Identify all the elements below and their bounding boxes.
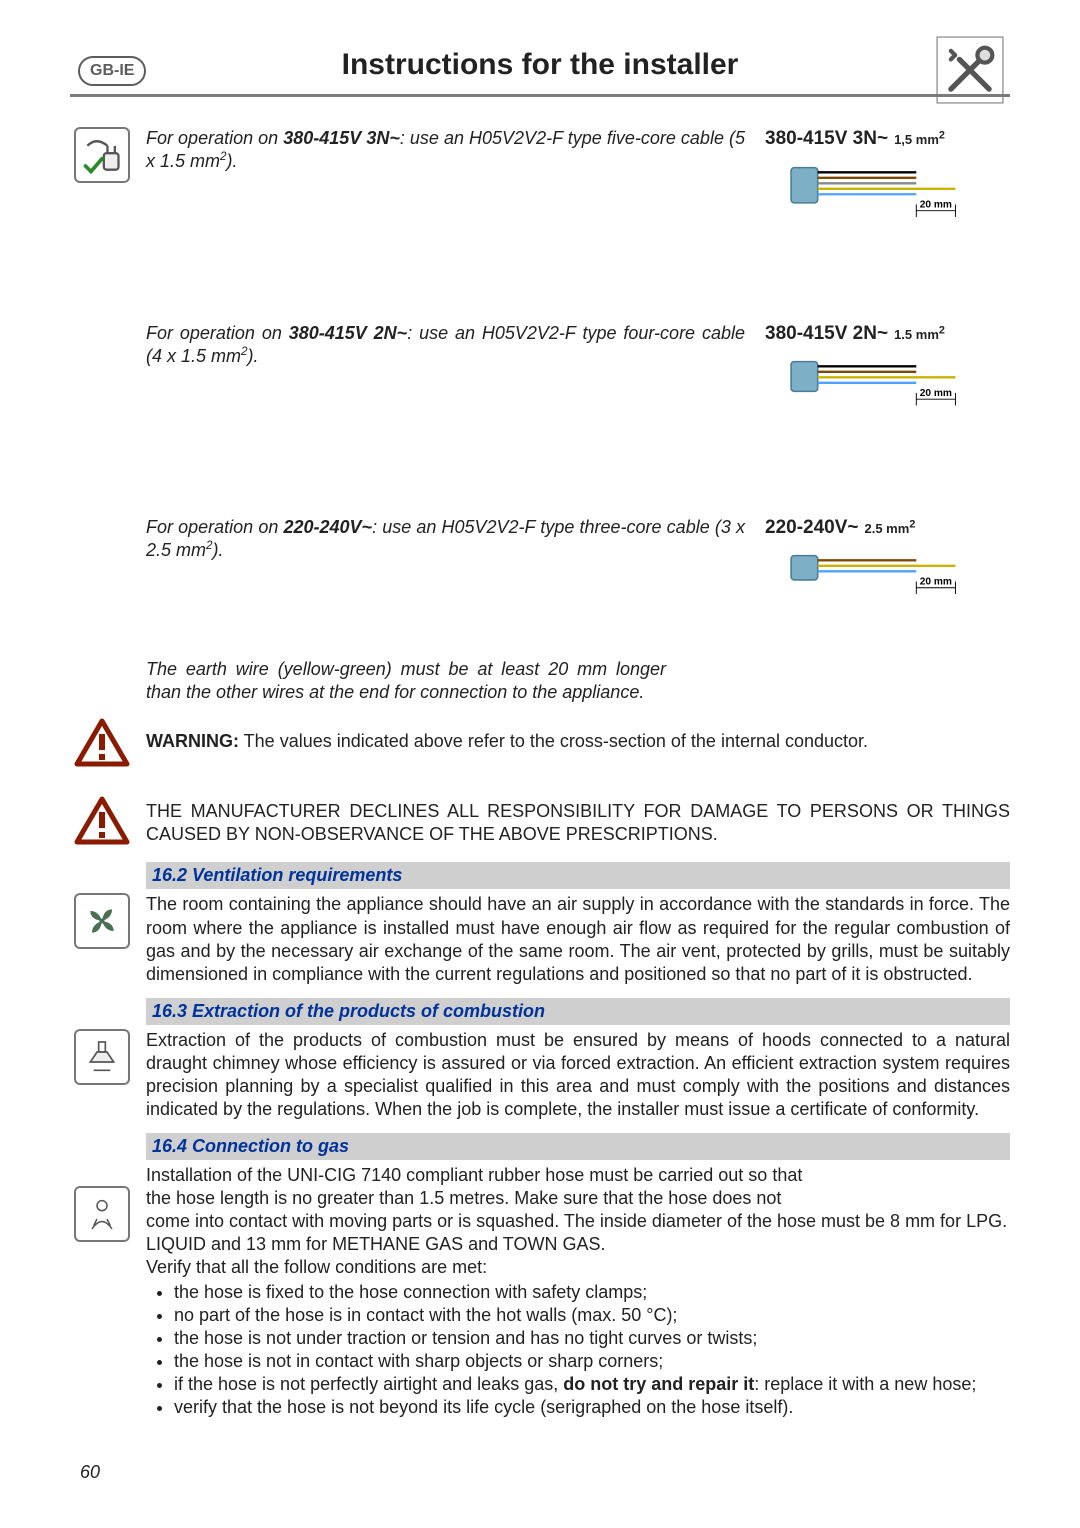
list-item: the hose is fixed to the hose connection… (174, 1281, 1010, 1304)
t: 380-415V 3N~ (283, 128, 400, 148)
locale-badge: GB-IE (78, 56, 146, 86)
t: Verify that all the follow conditions ar… (146, 1256, 1010, 1279)
t: LIQUID and 13 mm for METHANE GAS and TOW… (146, 1233, 1010, 1256)
section-16-4-title: 16.4 Connection to gas (146, 1133, 1010, 1160)
page-number: 60 (80, 1461, 100, 1484)
warning-icon (74, 796, 130, 846)
t: 220-240V~ (283, 517, 372, 537)
section-16-2-title: 16.2 Ventilation requirements (146, 862, 1010, 889)
t: come into contact with moving parts or i… (146, 1210, 1010, 1233)
t: For operation on (146, 128, 283, 148)
svg-text:20 mm: 20 mm (920, 577, 952, 588)
list-item: the hose is not in contact with sharp ob… (174, 1350, 1010, 1373)
tools-icon (936, 36, 1004, 104)
cable-note-220: For operation on 220-240V~: use an H05V2… (146, 516, 745, 630)
cable-diagram-220: 220-240V~2.5 mm2 20 mm (765, 516, 1010, 630)
warning-icon (74, 718, 130, 768)
t: 380-415V 2N~ (289, 323, 407, 343)
warning-label: WARNING: (146, 731, 239, 751)
t: the hose length is no greater than 1.5 m… (146, 1187, 1010, 1210)
t: For operation on (146, 323, 289, 343)
t: Installation of the UNI-CIG 7140 complia… (146, 1164, 1010, 1187)
section-16-3-body: Extraction of the products of combustion… (146, 1029, 1010, 1121)
section-16-3-title: 16.3 Extraction of the products of combu… (146, 998, 1010, 1025)
hood-icon (74, 1029, 130, 1085)
section-16-4-body: Installation of the UNI-CIG 7140 complia… (146, 1164, 1010, 1419)
gas-conditions-list: the hose is fixed to the hose connection… (146, 1281, 1010, 1419)
list-item: the hose is not under traction or tensio… (174, 1327, 1010, 1350)
plug-icon (74, 127, 130, 183)
t: ). (213, 540, 224, 560)
cable-note-380-2n: For operation on 380-415V 2N~: use an H0… (146, 322, 745, 436)
t: ). (248, 346, 259, 366)
installer-icon (74, 1186, 130, 1242)
svg-text:20 mm: 20 mm (920, 199, 952, 210)
warning-text: The values indicated above refer to the … (239, 731, 868, 751)
list-item: verify that the hose is not beyond its l… (174, 1396, 1010, 1419)
cable-diagram-380-2n: 380-415V 2N~1.5 mm2 20 mm (765, 322, 1010, 436)
t: For operation on (146, 517, 283, 537)
list-item: if the hose is not perfectly airtight an… (174, 1373, 1010, 1396)
page-title: Instructions for the installer (70, 46, 1010, 84)
title-rule (70, 94, 1010, 97)
warning-disclaimer: THE MANUFACTURER DECLINES ALL RESPONSIBI… (146, 796, 1010, 846)
section-16-2-body: The room containing the appliance should… (146, 893, 1010, 985)
t: ). (227, 151, 238, 171)
svg-text:20 mm: 20 mm (920, 388, 952, 399)
list-item: no part of the hose is in contact with t… (174, 1304, 1010, 1327)
fan-icon (74, 893, 130, 949)
cable-diagram-380-3n: 380-415V 3N~1,5 mm2 20 mm (765, 127, 1010, 241)
earth-wire-note: The earth wire (yellow-green) must be at… (146, 658, 666, 704)
cable-note-380-3n: For operation on 380-415V 3N~: use an H0… (146, 127, 745, 241)
